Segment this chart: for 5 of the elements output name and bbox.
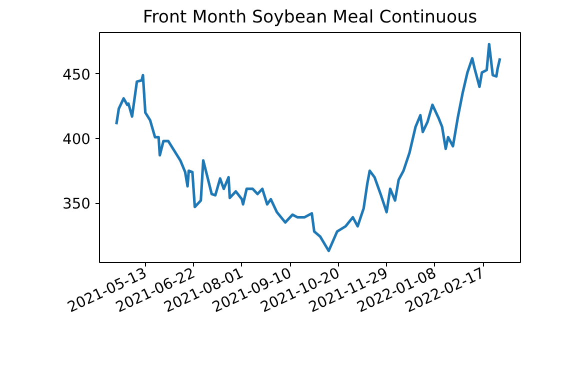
chart-title: Front Month Soybean Meal Continuous — [142, 8, 478, 28]
line-series — [115, 42, 502, 252]
y-tick-label: 400 — [62, 130, 91, 148]
y-tick-label: 350 — [62, 196, 91, 213]
y-tick-label: 450 — [62, 66, 91, 84]
